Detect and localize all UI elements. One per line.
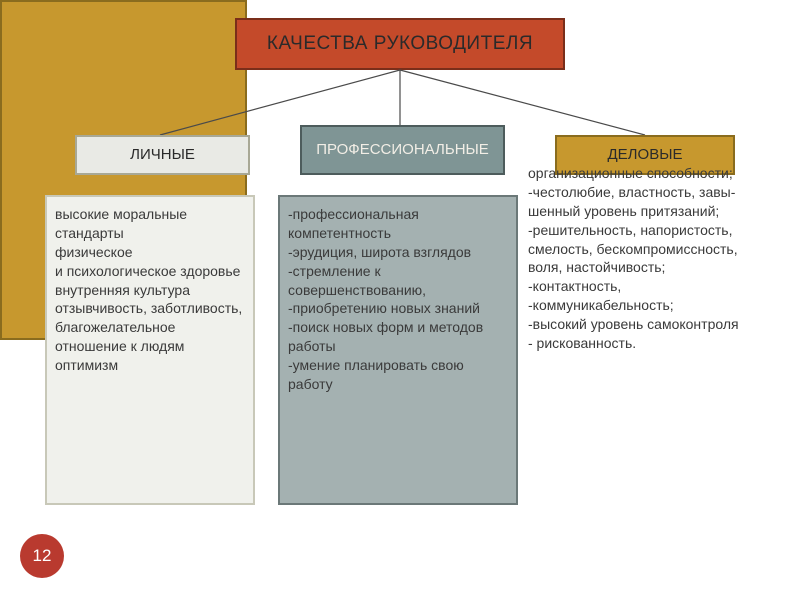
page-number-badge: 12 xyxy=(20,534,64,578)
category-professional: ПРОФЕССИОНАЛЬНЫЕ xyxy=(300,125,505,175)
category-personal: ЛИЧНЫЕ xyxy=(75,135,250,175)
content-professional: -профессиональная компетентность -эрудиц… xyxy=(278,195,518,505)
content-business: организационные способности; -честолюбие… xyxy=(522,160,782,510)
content-text: организационные способности; -честолюбие… xyxy=(528,164,776,353)
category-label: ЛИЧНЫЕ xyxy=(130,147,195,164)
title-text: КАЧЕСТВА РУКОВОДИТЕЛЯ xyxy=(267,33,533,55)
category-label: ПРОФЕССИОНАЛЬНЫЕ xyxy=(316,142,489,159)
content-personal: высокие моральные стандарты физическое и… xyxy=(45,195,255,505)
content-text: высокие моральные стандарты физическое и… xyxy=(55,205,245,375)
page-number: 12 xyxy=(33,546,52,566)
content-text: -профессиональная компетентность -эрудиц… xyxy=(288,205,508,394)
diagram-title: КАЧЕСТВА РУКОВОДИТЕЛЯ xyxy=(235,18,565,70)
